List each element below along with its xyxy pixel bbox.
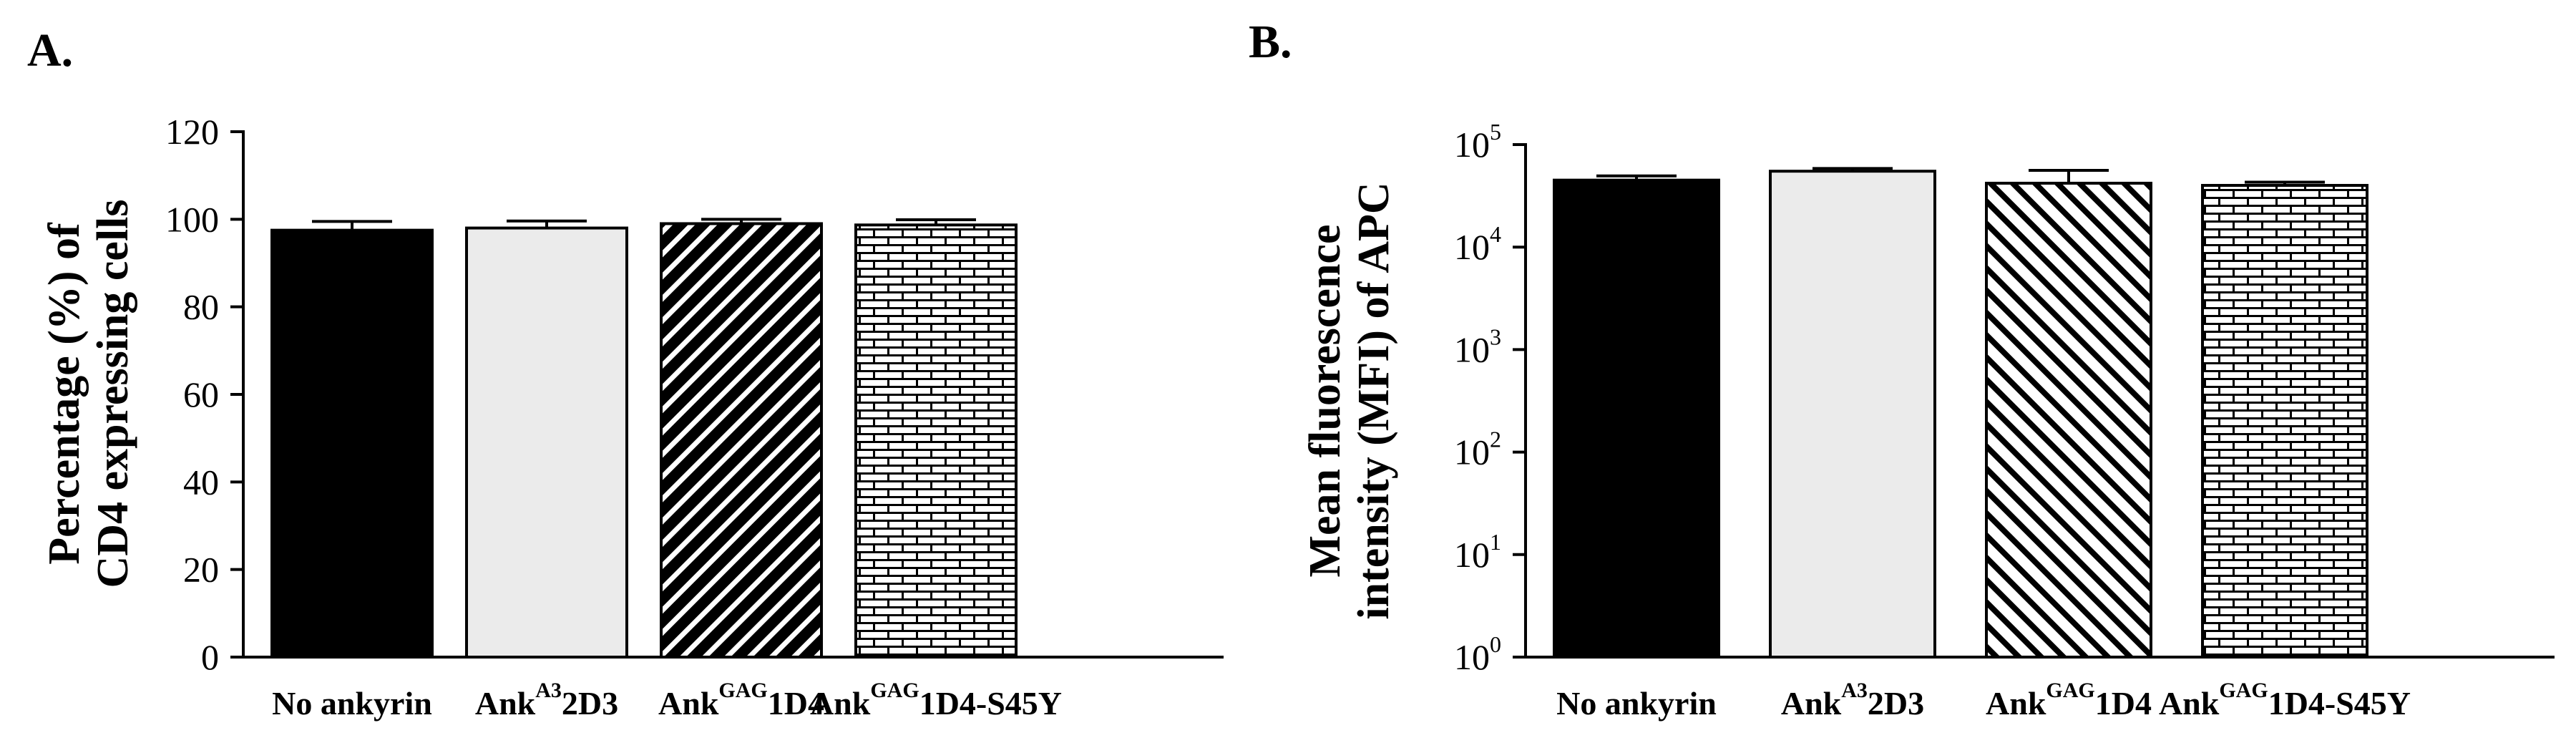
x-tick-label: AnkGAG1D4-S45Y bbox=[2159, 679, 2411, 722]
bar bbox=[854, 223, 1018, 659]
x-tick-label: AnkGAG1D4 bbox=[658, 679, 824, 722]
panel-letter: A. bbox=[27, 24, 73, 77]
y-tick-label: 60 bbox=[183, 374, 219, 414]
y-tick-label: 103 bbox=[1454, 324, 1501, 369]
bar bbox=[2201, 183, 2368, 659]
y-tick-label: 104 bbox=[1454, 221, 1501, 267]
y-tick-label: 100 bbox=[1454, 631, 1501, 677]
y-tick-label: 20 bbox=[183, 550, 219, 590]
bar bbox=[465, 226, 628, 659]
y-tick-label: 120 bbox=[165, 112, 219, 152]
x-tick-label: AnkA32D3 bbox=[475, 679, 618, 722]
x-tick-label: No ankyrin bbox=[1556, 685, 1717, 722]
y-tick-label: 100 bbox=[165, 199, 219, 239]
x-tick-label: AnkA32D3 bbox=[1781, 679, 1924, 722]
bar bbox=[270, 228, 434, 659]
bar bbox=[1769, 170, 1936, 659]
x-tick-label: AnkGAG1D4-S45Y bbox=[810, 679, 1062, 722]
panel-letter: B. bbox=[1249, 16, 1292, 68]
x-tick-label: AnkGAG1D4 bbox=[1986, 679, 2152, 722]
y-tick-label: 80 bbox=[183, 287, 219, 327]
y-axis-title: Percentage (%) of bbox=[40, 222, 89, 565]
y-axis-title: intensity (MFI) of APC bbox=[1350, 182, 1398, 619]
y-tick-label: 102 bbox=[1454, 427, 1501, 472]
panel-b: B. 100 101 102 103 104 105 Mean fluorescence int… bbox=[1249, 16, 2555, 722]
panel-a: A. 0 20 40 60 80 100 120 Percentage (%) of CD4 ex… bbox=[27, 24, 1224, 722]
y-tick-label: 40 bbox=[183, 462, 219, 502]
y-tick-label: 105 bbox=[1454, 119, 1501, 165]
y-axis-title: Mean fluorescence bbox=[1301, 225, 1350, 578]
bar bbox=[660, 222, 823, 659]
bar bbox=[1985, 181, 2152, 659]
y-axis-title: CD4 expressing cells bbox=[89, 199, 137, 588]
y-tick-label: 0 bbox=[201, 637, 219, 677]
x-tick-label: No ankyrin bbox=[272, 685, 432, 722]
y-tick-label: 101 bbox=[1454, 529, 1501, 575]
bar bbox=[1553, 178, 1720, 659]
